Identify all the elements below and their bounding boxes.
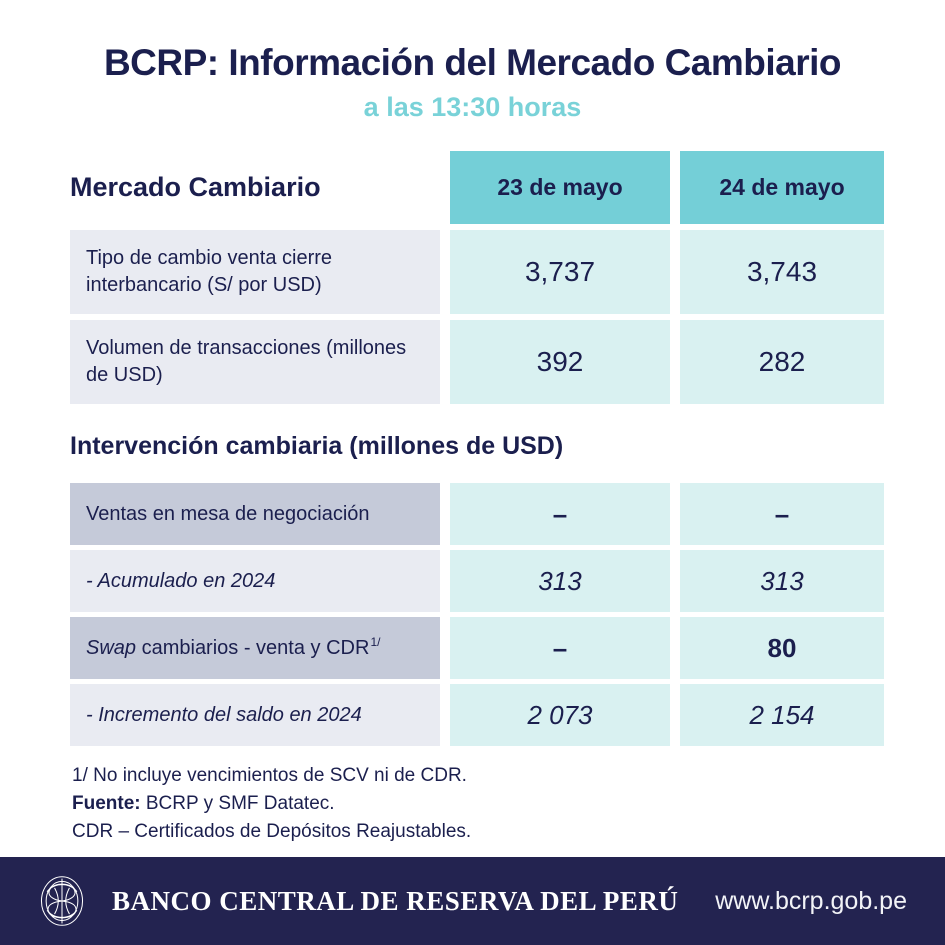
- intervencion-section-heading: Intervención cambiaria (millones de USD): [70, 432, 564, 460]
- value-acumulado-24: 313: [680, 550, 884, 612]
- value-tipo-cambio-24: 3,743: [680, 230, 884, 314]
- row-label-ventas-mesa: Ventas en mesa de negociación: [70, 483, 440, 545]
- footnote-scv-cdr: 1/ No incluye vencimientos de SCV ni de …: [72, 765, 467, 786]
- swap-footnote-marker: 1/: [370, 634, 381, 649]
- row-label-tipo-cambio: Tipo de cambio venta cierre interbancari…: [70, 230, 440, 314]
- row-label-acumulado: - Acumulado en 2024: [70, 550, 440, 612]
- row-label-incremento: - Incremento del saldo en 2024: [70, 684, 440, 746]
- row-label-swap: Swap cambiarios - venta y CDR1/: [70, 617, 440, 679]
- footer-bar: BANCO CENTRAL DE RESERVA DEL PERÚ www.bc…: [0, 857, 945, 945]
- page-subtitle: a las 13:30 horas: [363, 92, 582, 122]
- swap-word: Swap: [86, 636, 137, 659]
- column-header-24-mayo: 24 de mayo: [680, 151, 884, 224]
- page-header: BCRP: Información del Mercado Cambiario …: [0, 0, 945, 123]
- page-title: BCRP: Información del Mercado Cambiario: [103, 42, 842, 83]
- value-incremento-24: 2 154: [680, 684, 884, 746]
- value-volumen-23: 392: [450, 320, 670, 404]
- value-acumulado-23: 313: [450, 550, 670, 612]
- footnote-cdr-definition: CDR – Certificados de Depósitos Reajusta…: [72, 821, 472, 842]
- value-tipo-cambio-23: 3,737: [450, 230, 670, 314]
- fuente-label: Fuente:: [72, 793, 141, 814]
- bcrp-logo-icon: [40, 876, 84, 926]
- swap-label-rest: cambiarios - venta y CDR: [136, 636, 370, 659]
- column-header-23-mayo: 23 de mayo: [450, 151, 670, 224]
- value-ventas-mesa-24: –: [680, 483, 884, 545]
- fuente-text: BCRP y SMF Datatec.: [140, 793, 335, 814]
- value-incremento-23: 2 073: [450, 684, 670, 746]
- row-label-volumen: Volumen de transacciones (millones de US…: [70, 320, 440, 404]
- bank-name: BANCO CENTRAL DE RESERVA DEL PERÚ: [112, 885, 679, 916]
- footnote-fuente: Fuente: BCRP y SMF Datatec.: [72, 790, 875, 818]
- footnotes: 1/ No incluye vencimientos de SCV ni de …: [72, 762, 875, 846]
- table-caption: Mercado Cambiario: [70, 172, 321, 202]
- mercado-cambiario-table: Mercado Cambiario 23 de mayo 24 de mayo …: [70, 151, 884, 404]
- value-swap-24: 80: [680, 617, 884, 679]
- value-volumen-24: 282: [680, 320, 884, 404]
- value-swap-23: –: [450, 617, 670, 679]
- value-ventas-mesa-23: –: [450, 483, 670, 545]
- intervencion-cambiaria-table: Ventas en mesa de negociación – – - Acum…: [70, 483, 884, 746]
- footer-website[interactable]: www.bcrp.gob.pe: [715, 886, 907, 915]
